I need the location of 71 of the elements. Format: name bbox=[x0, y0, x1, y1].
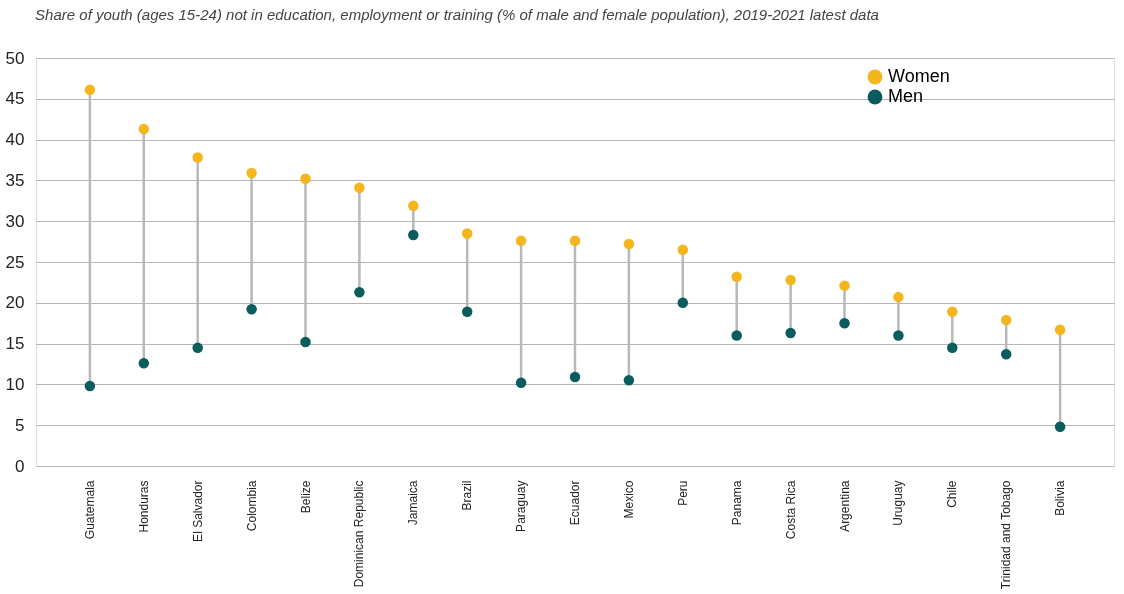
point bbox=[408, 229, 419, 241]
point bbox=[731, 330, 742, 341]
point bbox=[1054, 421, 1066, 433]
point bbox=[192, 152, 203, 163]
x-tick-label: Peru bbox=[675, 480, 690, 506]
point bbox=[785, 274, 796, 286]
point bbox=[839, 280, 850, 291]
point bbox=[138, 123, 150, 135]
y-tick-label: 50 bbox=[5, 48, 25, 68]
x-tick-label: Belize bbox=[298, 480, 313, 514]
y-tick-label: 25 bbox=[5, 252, 25, 272]
x-tick-label: Uruguay bbox=[891, 480, 906, 526]
point bbox=[461, 306, 473, 318]
point bbox=[839, 317, 850, 329]
x-tick-label: Dominican Republic bbox=[352, 480, 367, 588]
point bbox=[731, 271, 742, 282]
y-tick-label: 20 bbox=[5, 293, 25, 313]
point bbox=[192, 342, 203, 353]
chart-title: Share of youth (ages 15-24) not in education, employment or training (% of male and female population), 2019-2021 latest data bbox=[35, 6, 879, 23]
point bbox=[1000, 348, 1012, 360]
x-tick-label: Brazil bbox=[460, 480, 475, 511]
y-tick-label: 0 bbox=[15, 456, 25, 476]
point bbox=[1000, 314, 1012, 326]
point bbox=[461, 228, 473, 239]
point bbox=[785, 327, 796, 339]
x-tick-label: Argentina bbox=[837, 480, 852, 532]
y-tick-label: 15 bbox=[5, 334, 25, 354]
point bbox=[569, 371, 581, 383]
point bbox=[300, 336, 311, 348]
x-tick-label: Jamaica bbox=[406, 480, 421, 526]
point bbox=[569, 235, 581, 247]
point bbox=[138, 357, 150, 369]
point bbox=[354, 182, 365, 193]
point bbox=[246, 304, 257, 315]
legend-label: Men bbox=[888, 86, 924, 106]
x-tick-label: Trinidad and Tobago bbox=[999, 480, 1014, 590]
legend-label: Women bbox=[888, 66, 950, 86]
point bbox=[84, 380, 96, 392]
x-tick-label: Ecuador bbox=[568, 480, 582, 526]
y-tick-label: 10 bbox=[5, 374, 25, 394]
point bbox=[408, 200, 419, 211]
point bbox=[677, 244, 689, 255]
x-tick-label: Costa Rica bbox=[783, 480, 798, 540]
y-tick-label: 40 bbox=[5, 130, 25, 150]
point bbox=[677, 297, 689, 309]
point bbox=[246, 167, 257, 179]
point bbox=[893, 291, 904, 303]
point bbox=[947, 342, 958, 353]
x-tick-label: Chile bbox=[945, 480, 960, 508]
point bbox=[623, 375, 635, 386]
point bbox=[1054, 324, 1066, 335]
point bbox=[623, 238, 635, 250]
point bbox=[354, 286, 365, 298]
point bbox=[300, 173, 311, 184]
y-tick-label: 45 bbox=[5, 89, 25, 109]
y-tick-label: 30 bbox=[5, 211, 25, 231]
y-tick-label: 5 bbox=[15, 415, 25, 435]
point bbox=[893, 330, 904, 341]
point bbox=[515, 235, 527, 247]
x-tick-label: Panama bbox=[729, 480, 744, 526]
x-tick-label: El Salvador bbox=[190, 480, 205, 542]
y-tick-label: 35 bbox=[5, 170, 25, 190]
point bbox=[947, 306, 958, 318]
point bbox=[84, 84, 96, 96]
x-tick-label: Honduras bbox=[136, 480, 151, 533]
x-tick-label: Mexico bbox=[621, 480, 636, 519]
point bbox=[515, 377, 527, 388]
x-tick-label: Bolivia bbox=[1053, 480, 1068, 516]
x-tick-label: Paraguay bbox=[514, 480, 529, 532]
x-tick-label: Colombia bbox=[244, 480, 259, 532]
x-tick-label: Guatemala bbox=[82, 480, 97, 540]
